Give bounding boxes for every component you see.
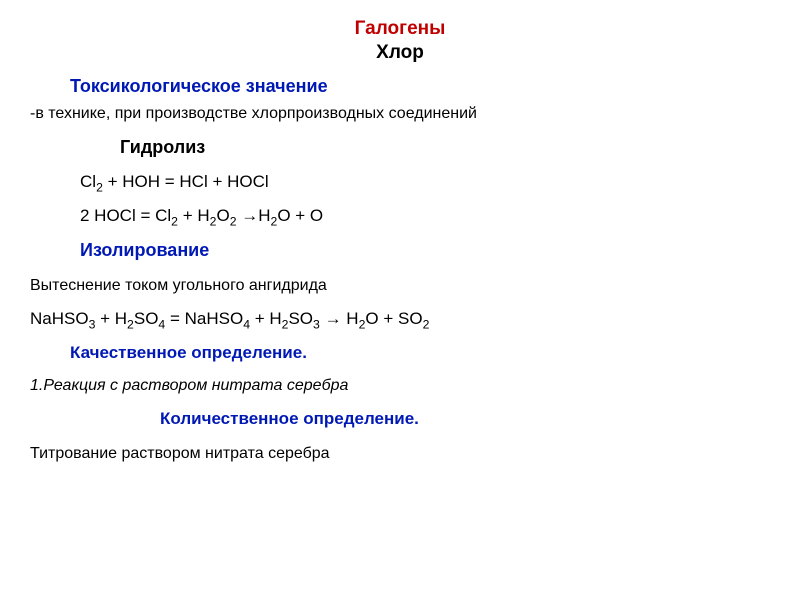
equation-2: 2 HOCl = Cl2 + H2O2 →H2O + O [80, 206, 770, 226]
title-sub: Хлор [30, 42, 770, 64]
qualitative-body: 1.Реакция с раствором нитрата серебра [30, 377, 770, 395]
section-hydrolysis: Гидролиз [120, 137, 770, 158]
section-quantitative: Количественное определение. [160, 409, 770, 429]
section-toxicological: Токсикологическое значение [70, 76, 770, 97]
equation-1: Cl2 + HOH = HCl + HOCl [80, 172, 770, 192]
quantitative-body: Титрование раствором нитрата серебра [30, 445, 770, 463]
title-main: Галогены [30, 18, 770, 40]
section-isolation: Изолирование [80, 240, 770, 261]
isolation-body: Вытеснение током угольного ангидрида [30, 277, 770, 295]
tox-body-line: -в технике, при производстве хлорпроизво… [30, 105, 770, 123]
section-qualitative: Качественное определение. [70, 343, 770, 363]
slide: Галогены Хлор Токсикологическое значение… [0, 0, 800, 600]
equation-3: NaHSO3 + H2SO4 = NaHSO4 + H2SO3 → H2O + … [30, 309, 770, 329]
